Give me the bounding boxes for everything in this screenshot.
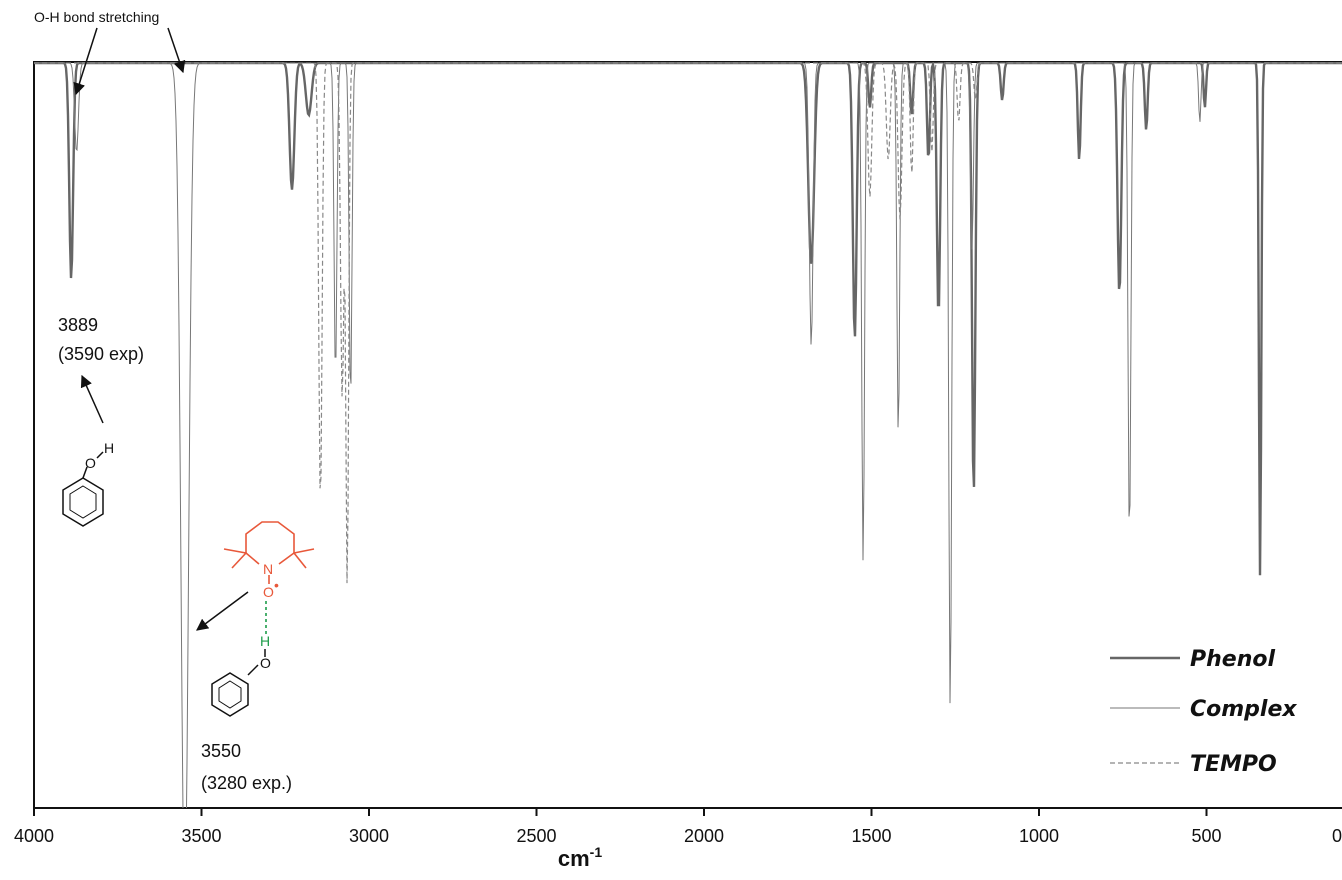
legend-label-tempo: TEMPO [1190,752,1277,777]
x-tick-label: 4000 [14,826,54,846]
legend: Phenol Complex TEMPO [1110,647,1297,777]
x-tick-label: 2000 [684,826,724,846]
complex-peak-value: 3550 [201,741,241,761]
x-axis-label: cm-1 [558,844,602,871]
tempo-o-atom: O [263,584,274,600]
series-phenol [34,62,1342,576]
arrow-to-complex-oh [167,27,186,74]
x-tick-label: 500 [1191,826,1221,846]
arrow-to-phenol-oh [73,27,98,96]
series-tempo [34,62,1342,584]
x-axis-label-base: cm [558,846,590,871]
arrow-complex-molecule [196,591,249,631]
x-axis-label-sup: -1 [590,844,603,860]
complex-phenol-o-atom: O [260,655,271,671]
phenol-peak-exp: (3590 exp) [58,344,144,364]
legend-label-phenol: Phenol [1190,647,1275,672]
phenol-h-atom: H [104,440,114,456]
phenol-peak-value: 3889 [58,315,98,335]
x-tick-label: 3000 [349,826,389,846]
x-tick-label: 0 [1332,826,1342,846]
x-tick-label: 3500 [181,826,221,846]
arrow-phenol-molecule [80,374,104,424]
tempo-radical-dot: • [274,577,279,593]
series-line-phenol [34,62,1342,576]
plot-frame [33,61,1342,809]
series-line-tempo [34,62,1342,584]
phenol-o-atom: O [85,455,96,471]
tempo-n-atom: N [263,561,273,577]
complex-peak-exp: (3280 exp.) [201,773,292,793]
complex-molecule: N O • H O [211,521,315,717]
x-tick-label: 1500 [851,826,891,846]
series-layer [34,62,1342,808]
legend-label-complex: Complex [1190,697,1297,722]
oh-stretch-label: O-H bond stretching [34,9,159,25]
bridge-h-atom: H [260,633,270,649]
x-tick-label: 1000 [1019,826,1059,846]
x-tick-label: 2500 [516,826,556,846]
phenol-molecule: O H [62,440,114,527]
x-axis-ticks: 4000 3500 3000 2500 2000 1500 1000 500 0 [14,808,1342,846]
